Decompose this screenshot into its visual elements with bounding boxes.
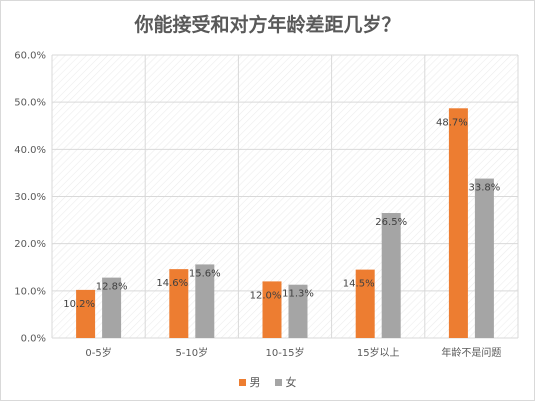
y-tick-label: 20.0% xyxy=(14,239,46,250)
legend: 男 女 xyxy=(0,374,535,390)
data-label-male: 10.2% xyxy=(63,299,95,310)
bar-male xyxy=(448,108,468,338)
bar-male xyxy=(76,289,96,338)
data-label-male: 14.5% xyxy=(343,279,375,290)
bar-male xyxy=(169,269,189,338)
y-tick-label: 50.0% xyxy=(14,98,46,109)
bar-male xyxy=(262,281,282,338)
data-label-female: 33.8% xyxy=(469,183,501,194)
data-label-female: 11.3% xyxy=(282,289,314,300)
data-label-male: 14.6% xyxy=(156,278,188,289)
data-label-female: 26.5% xyxy=(375,217,407,228)
data-label-female: 15.6% xyxy=(189,268,221,279)
bar-female xyxy=(102,277,122,338)
legend-label-male: 男 xyxy=(249,376,261,389)
y-tick-label: 0.0% xyxy=(21,334,46,345)
y-tick-label: 40.0% xyxy=(14,145,46,156)
bar-female xyxy=(474,178,494,338)
legend-swatch-female xyxy=(274,378,282,386)
x-tick-label: 15岁以上 xyxy=(357,346,400,359)
chart-title: 你能接受和对方年龄差距几岁？ xyxy=(134,14,401,36)
legend-swatch-male xyxy=(238,378,246,386)
y-tick-label: 30.0% xyxy=(14,192,46,203)
data-label-female: 12.8% xyxy=(96,282,128,293)
x-tick-label: 0-5岁 xyxy=(85,346,111,359)
data-label-male: 12.0% xyxy=(250,290,282,301)
data-label-male: 48.7% xyxy=(436,117,468,128)
bar-female xyxy=(195,264,215,338)
y-tick-label: 10.0% xyxy=(14,286,46,297)
x-tick-label: 年龄不是问题 xyxy=(441,346,501,359)
bar-male xyxy=(355,269,375,338)
bar-female xyxy=(288,284,308,338)
bar-female xyxy=(381,213,401,338)
y-tick-label: 60.0% xyxy=(14,51,46,62)
x-tick-label: 5-10岁 xyxy=(175,346,208,359)
legend-label-female: 女 xyxy=(285,376,297,389)
legend-item-male: 男 xyxy=(238,374,261,390)
x-tick-label: 10-15岁 xyxy=(265,346,304,359)
legend-item-female: 女 xyxy=(274,374,297,390)
